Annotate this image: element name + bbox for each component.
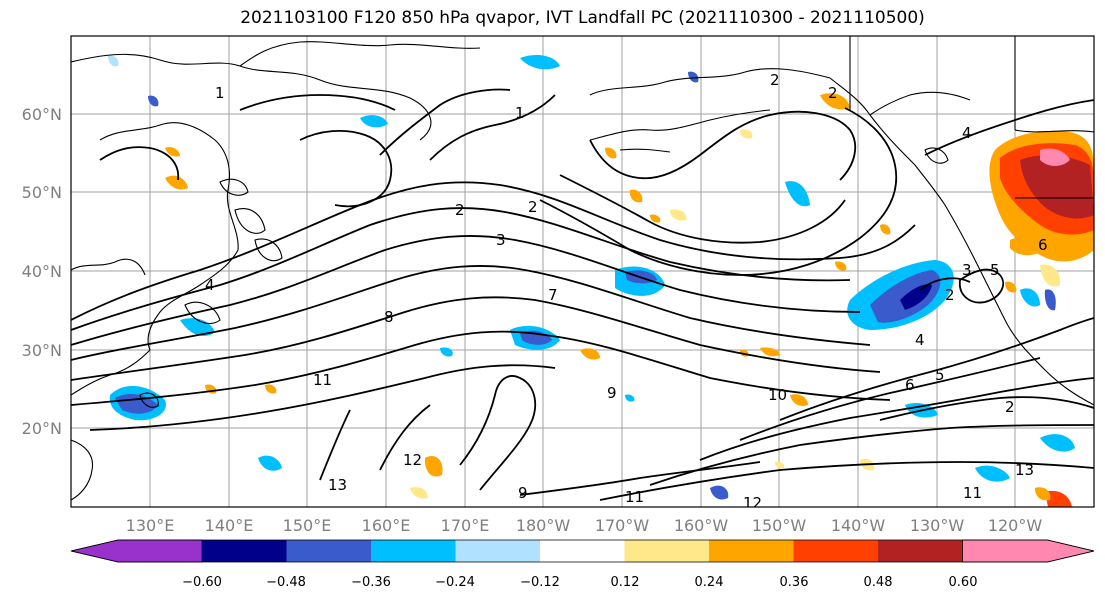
lon-label: 120°W — [988, 516, 1043, 535]
contour-label: 9 — [518, 484, 528, 502]
contour-label: 9 — [607, 384, 617, 402]
contour-label: 11 — [963, 484, 982, 502]
contour-label: 6 — [905, 376, 915, 394]
contour-label: 4 — [205, 276, 215, 294]
contour-label: 4 — [915, 331, 925, 349]
contour-label: 2 — [455, 201, 465, 219]
colorbar-segment — [371, 540, 456, 562]
contour-label: 2 — [528, 198, 538, 216]
contour-label: 2 — [945, 286, 955, 304]
lon-label: 160°W — [674, 516, 729, 535]
contour-label: 11 — [313, 371, 332, 389]
colorbar-labels: −0.60 −0.48 −0.36 −0.24 −0.12 0.12 0.24 … — [182, 575, 977, 590]
colorbar-outline — [70, 539, 1095, 563]
contour-label: 13 — [1015, 461, 1034, 479]
colorbar-tick-label: 0.24 — [695, 575, 724, 590]
colorbar-segment — [286, 540, 371, 562]
colorbar-extend-max — [962, 539, 1095, 563]
lon-label: 150°E — [283, 516, 332, 535]
colorbar-segment — [709, 540, 794, 562]
lon-label: 160°E — [362, 516, 411, 535]
colorbar-segment — [540, 540, 625, 562]
contour-label: 10 — [768, 386, 787, 404]
colorbar-tick-label: −0.36 — [351, 575, 391, 590]
contour-label: 4 — [962, 124, 972, 142]
colorbar-tick-label: 0.60 — [949, 575, 978, 590]
lon-label: 130°W — [910, 516, 965, 535]
lat-label: 60°N — [22, 105, 62, 124]
colorbar-tick-label: 0.36 — [780, 575, 809, 590]
colorbar-tick-label: −0.60 — [182, 575, 222, 590]
lon-label: 140°W — [831, 516, 886, 535]
coastlines — [71, 36, 1094, 501]
lat-label: 40°N — [22, 262, 62, 281]
lon-label: 140°E — [205, 516, 254, 535]
colorbar-tick-label: −0.24 — [435, 575, 475, 590]
contour-label: 5 — [990, 261, 1000, 279]
longitude-labels: 130°E 140°E 150°E 160°E 170°E 180°W 170°… — [126, 516, 1043, 535]
contour-label: 2 — [1005, 398, 1015, 416]
contour-labels: 1 2 2 2 4 3 2 1 3 4 5 6 7 8 2 4 6 5 9 10… — [205, 71, 1048, 512]
contour-label: 12 — [403, 451, 422, 469]
contour-label: 1 — [515, 104, 525, 122]
lon-label: 150°W — [752, 516, 807, 535]
colorbar-segment — [455, 540, 540, 562]
colorbar-segment — [793, 540, 878, 562]
contour-label: 2 — [828, 84, 838, 102]
contour-label: 5 — [935, 366, 945, 384]
lat-label: 30°N — [22, 341, 62, 360]
lon-label: 170°W — [595, 516, 650, 535]
contour-label: 1 — [215, 84, 225, 102]
contour-label: 11 — [625, 488, 644, 506]
contour-label: 13 — [328, 476, 347, 494]
qvapor-anomaly-fills — [108, 54, 1094, 507]
lat-label: 20°N — [22, 419, 62, 438]
colorbar — [70, 539, 1095, 563]
graticule — [71, 36, 1094, 507]
map-frame — [70, 35, 1095, 508]
contour-label: 3 — [962, 261, 972, 279]
colorbar-tick-label: −0.48 — [266, 575, 306, 590]
map-title: 2021103100 F120 850 hPa qvapor, IVT Land… — [240, 8, 925, 28]
contour-label: 6 — [1038, 236, 1048, 254]
lon-label: 170°E — [441, 516, 490, 535]
colorbar-extend-min — [70, 539, 203, 563]
lat-label: 50°N — [22, 183, 62, 202]
lon-label: 180°W — [516, 516, 571, 535]
contour-label: 2 — [770, 71, 780, 89]
colorbar-tick-label: 0.12 — [611, 575, 640, 590]
lon-label: 130°E — [126, 516, 175, 535]
contour-label: 12 — [743, 494, 762, 512]
contour-label: 3 — [496, 231, 506, 249]
latitude-labels: 60°N 50°N 40°N 30°N 20°N — [22, 105, 62, 438]
colorbar-segment — [878, 540, 963, 562]
ivt-contours — [71, 88, 1094, 501]
colorbar-segment — [624, 540, 709, 562]
colorbar-tick-label: −0.12 — [520, 575, 560, 590]
colorbar-tick-label: 0.48 — [864, 575, 893, 590]
contour-label: 7 — [548, 286, 558, 304]
colorbar-segment — [202, 540, 287, 562]
contour-label: 8 — [384, 308, 394, 326]
